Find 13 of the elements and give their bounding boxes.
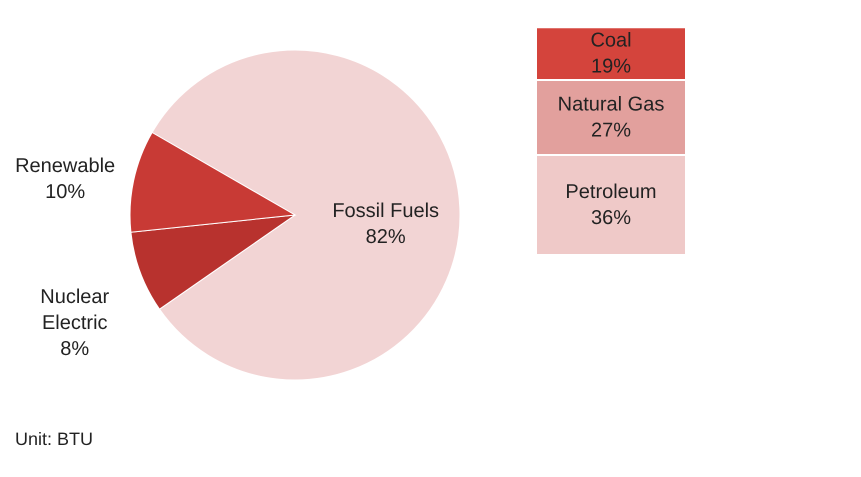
slice-label: Nuclear Electric [40, 286, 110, 334]
slice-label: Renewable [15, 155, 116, 178]
slice-label: Fossil Fuels [332, 200, 440, 222]
data-label: 36% [590, 207, 632, 229]
series-label: Coal [590, 30, 632, 52]
series-label: Petroleum [565, 181, 657, 203]
data-label: 10% [45, 181, 86, 204]
data-label: 8% [60, 338, 90, 360]
text: Unit: BTU [15, 429, 94, 449]
series-label: Natural Gas [558, 94, 664, 116]
data-label: 19% [590, 56, 632, 78]
data-label: 82% [366, 226, 406, 248]
data-label: 27% [590, 120, 632, 142]
